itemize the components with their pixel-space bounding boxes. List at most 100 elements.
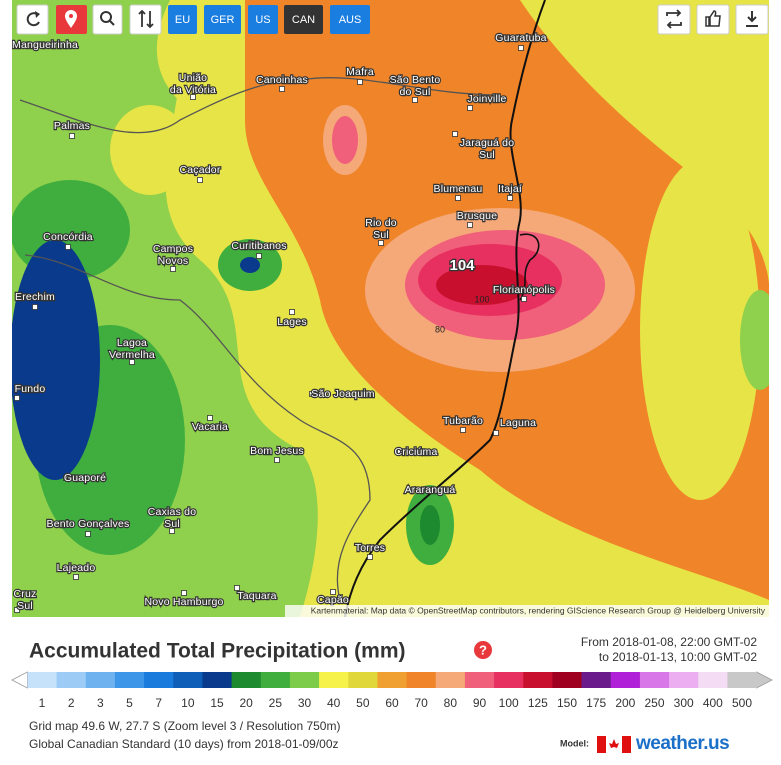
- colorbar-swatch: [377, 672, 408, 688]
- colorbar-label: 30: [298, 696, 312, 710]
- svg-text:?: ?: [479, 642, 487, 657]
- place-label: Sul: [479, 149, 495, 161]
- place-marker: [467, 105, 473, 111]
- place-marker: [197, 177, 203, 183]
- place-label: Mafra: [346, 66, 374, 78]
- place-marker: [63, 475, 69, 481]
- model-button[interactable]: [168, 5, 197, 34]
- info-line: Grid map 49.6 W, 27.7 S (Zoom level 3 / …: [29, 719, 340, 733]
- colorbar-label: 60: [385, 696, 399, 710]
- place-marker: [493, 430, 499, 436]
- model-button[interactable]: [248, 5, 278, 34]
- place-marker: [14, 395, 20, 401]
- colorbar-swatch: [173, 672, 203, 688]
- place-label: Joinville: [467, 93, 506, 105]
- place-marker: [129, 359, 135, 365]
- model-button-label[interactable]: US: [255, 14, 270, 26]
- place-label: Concórdia: [43, 231, 93, 243]
- model-button-label[interactable]: CAN: [292, 14, 315, 26]
- place-label: Lages: [277, 316, 307, 328]
- colorbar-swatch: [727, 672, 758, 688]
- refresh-button[interactable]: [16, 4, 49, 35]
- place-label: Bom Jesus: [250, 445, 304, 457]
- place-label: Novos: [158, 255, 189, 267]
- brand[interactable]: weather.us: [635, 733, 730, 754]
- place-label: Laguna: [500, 417, 536, 429]
- colorbar-label: 500: [732, 696, 752, 710]
- place-label: Torres: [355, 542, 385, 554]
- colorbar-label: 50: [356, 696, 370, 710]
- place-marker: [73, 574, 79, 580]
- place-label: Guaporé: [64, 472, 106, 484]
- sort-button[interactable]: [129, 4, 162, 35]
- model-button[interactable]: [330, 5, 370, 34]
- place-label: Rio do: [365, 217, 397, 229]
- colorbar-label: 300: [674, 696, 694, 710]
- place-label: Criciúma: [394, 446, 437, 458]
- place-marker: [455, 195, 461, 201]
- colorbar-label: 175: [586, 696, 606, 710]
- place-label: Mangueirinha: [12, 39, 78, 51]
- colorbar-swatch: [85, 672, 116, 688]
- place-label: da Vitória: [170, 84, 216, 96]
- colorbar-label: 2: [68, 696, 75, 710]
- place-marker: [397, 449, 403, 455]
- colorbar-swatch: [581, 672, 612, 688]
- colorbar-label: 20: [239, 696, 253, 710]
- flag: [597, 736, 631, 753]
- date-to: to 2018-01-13, 10:00 GMT-02: [599, 650, 757, 664]
- colorbar-label: 3: [97, 696, 104, 710]
- place-label: Jaraguá do: [460, 137, 515, 149]
- place-marker: [412, 97, 418, 103]
- contour-label: 100: [474, 294, 489, 304]
- colorbar-label: 10: [181, 696, 195, 710]
- model-button-label[interactable]: EU: [175, 14, 190, 26]
- place-marker: [518, 45, 524, 51]
- colorbar-arrow: [756, 671, 773, 689]
- place-marker: [330, 589, 336, 595]
- colorbar-swatch: [231, 672, 262, 688]
- place-label: São Joaquim: [311, 388, 375, 400]
- model-button[interactable]: [284, 5, 323, 34]
- colorbar-swatch: [494, 672, 524, 688]
- colorbar-swatch: [56, 672, 87, 688]
- place-marker: [234, 585, 240, 591]
- place-marker: [256, 253, 262, 259]
- place-label: Caxias do: [148, 506, 197, 518]
- place-label: Canoinhas: [256, 74, 308, 86]
- colorbar-swatch: [610, 672, 641, 688]
- max-label: 104: [449, 257, 475, 274]
- share-button[interactable]: [657, 4, 691, 35]
- place-marker: [85, 531, 91, 537]
- place-label: Fundo: [15, 383, 46, 395]
- colorbar-swatch: [27, 672, 58, 688]
- place-label: Sul: [164, 518, 180, 530]
- model-button[interactable]: [204, 5, 241, 34]
- model-button-label[interactable]: GER: [211, 14, 235, 26]
- colorbar-swatch: [319, 672, 349, 688]
- place-label: Erechim: [15, 291, 55, 303]
- place-label: Araranguá: [405, 484, 456, 496]
- like-button[interactable]: [696, 4, 730, 35]
- colorbar-swatch: [552, 672, 583, 688]
- place-label: Vermelha: [109, 349, 155, 361]
- place-label: Florianópolis: [493, 284, 555, 296]
- help-icon[interactable]: [474, 641, 492, 659]
- colorbar-swatch: [523, 672, 553, 688]
- place-label: Palmas: [54, 120, 90, 132]
- place-marker: [357, 79, 363, 85]
- colorbar-label: 250: [644, 696, 664, 710]
- place-marker: [169, 528, 175, 534]
- place-label: Sul: [17, 600, 33, 612]
- colorbar-swatch: [144, 672, 174, 688]
- place-marker: [207, 415, 213, 421]
- place-label: do Sul: [400, 86, 431, 98]
- colorbar-swatch: [260, 672, 291, 688]
- place-label: Guaratuba: [495, 32, 546, 44]
- place-marker: [274, 457, 280, 463]
- colorbar-swatch: [698, 672, 728, 688]
- model-button-label[interactable]: AUS: [339, 14, 362, 26]
- zoom-button[interactable]: [92, 4, 123, 35]
